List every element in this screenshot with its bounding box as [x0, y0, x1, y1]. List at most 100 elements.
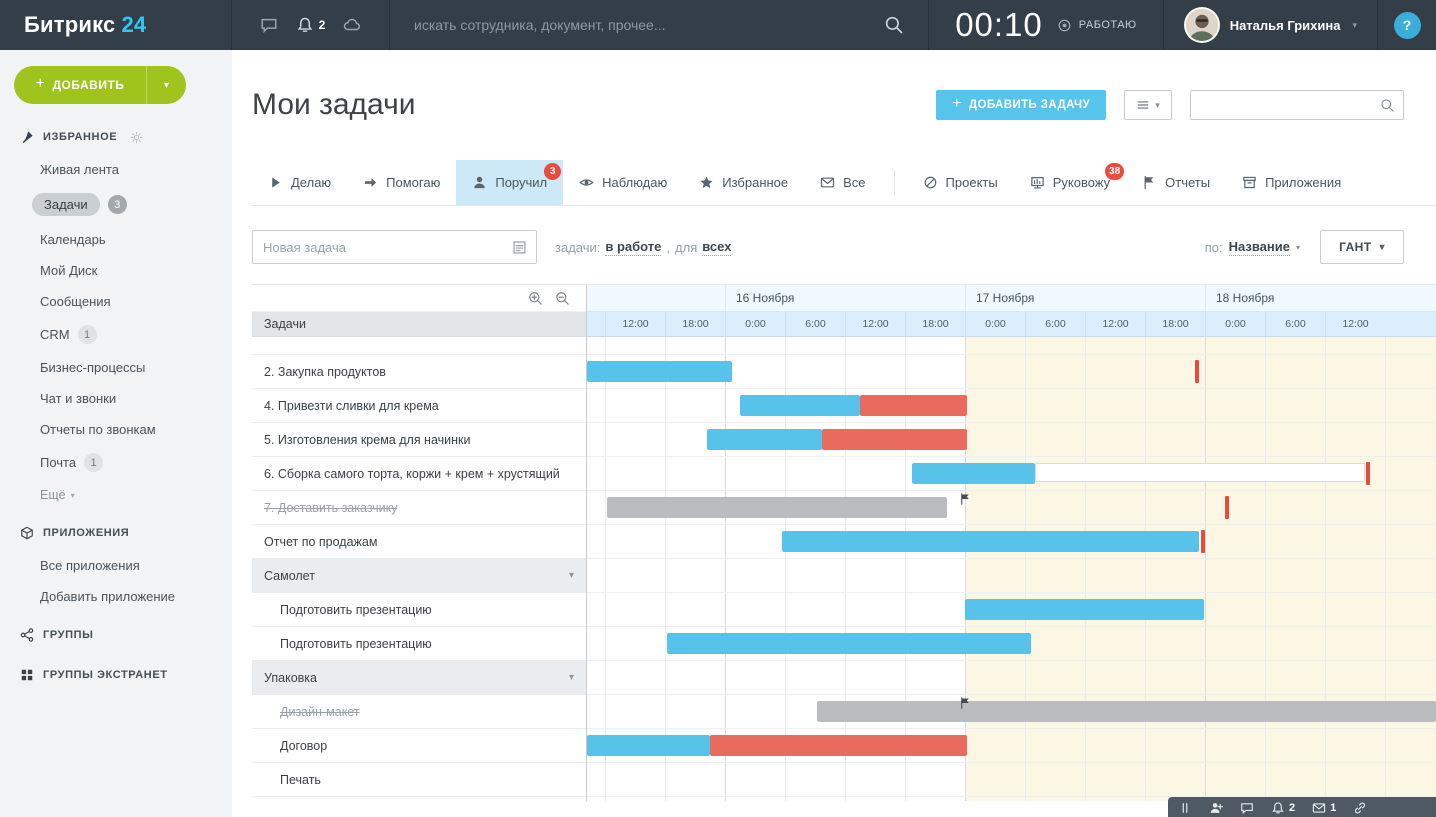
search-icon[interactable] [884, 15, 904, 35]
logo[interactable]: Битрикс 24 [0, 0, 232, 50]
task-row[interactable]: Подготовить презентацию [252, 627, 586, 661]
gantt-row [587, 355, 1436, 389]
task-row[interactable]: Отчет по продажам [252, 525, 586, 559]
tab[interactable]: Проекты [907, 160, 1014, 205]
page-search-input[interactable] [1191, 91, 1403, 119]
dock-bell-button[interactable]: 2 [1271, 801, 1295, 815]
tab[interactable]: Отчеты [1126, 160, 1226, 205]
tab[interactable]: Руковожу 38 [1014, 160, 1126, 205]
dock-link-button[interactable] [1353, 801, 1367, 815]
time-tracker[interactable]: 00:10 РАБОТАЮ [929, 0, 1164, 50]
task-row[interactable]: Договор [252, 729, 586, 763]
new-task-input[interactable] [253, 231, 536, 263]
task-row[interactable]: 7. Доставить заказчику [252, 491, 586, 525]
sidebar-item-label: Почта [40, 455, 77, 470]
sidebar-section-header[interactable]: ИЗБРАННОЕ [0, 114, 232, 154]
sidebar-item[interactable]: Календарь [0, 224, 232, 255]
task-row[interactable]: 2. Закупка продуктов [252, 355, 586, 389]
search-icon[interactable] [1380, 98, 1395, 113]
status-filter-link[interactable]: в работе [605, 238, 662, 256]
gantt-bar-blue[interactable] [667, 633, 1031, 654]
gantt-bar-red[interactable] [822, 429, 967, 450]
dock-mail-button[interactable]: 1 [1312, 801, 1336, 815]
task-row[interactable]: Печать [252, 763, 586, 797]
cloud-icon[interactable] [343, 16, 361, 34]
view-mode-button[interactable]: ГАНТ ▾ [1320, 230, 1404, 264]
dock-person-plus-button[interactable] [1209, 801, 1223, 815]
sort-field-link[interactable]: Название [1228, 238, 1290, 256]
tab[interactable]: Все [804, 160, 881, 205]
sidebar-item-label: Бизнес-процессы [40, 360, 146, 375]
sidebar-item[interactable]: Задачи 3 [0, 185, 232, 224]
sidebar-item[interactable]: Почта 1 [0, 445, 232, 480]
gantt-bar-blue[interactable] [782, 531, 1199, 552]
gantt-bar-red[interactable] [710, 735, 967, 756]
gantt-bar-blue[interactable] [587, 735, 710, 756]
gantt-bar-blue[interactable] [912, 463, 1035, 484]
zoom-in-icon[interactable] [528, 291, 543, 306]
notifications-button[interactable]: 2 [296, 16, 325, 34]
sidebar-item[interactable]: Мой Диск [0, 255, 232, 286]
sidebar-section-header[interactable]: ГРУППЫ ЭКСТРАНЕТ [0, 652, 232, 692]
add-task-button[interactable]: + ДОБАВИТЬ ЗАДАЧУ [936, 90, 1106, 120]
task-row[interactable]: 6. Сборка самого торта, коржи + крем + х… [252, 457, 586, 491]
tab[interactable]: Приложения [1226, 160, 1357, 205]
sidebar-item[interactable]: CRM 1 [0, 317, 232, 352]
sidebar-item[interactable]: Ещё ▾ [0, 480, 232, 510]
deadline-marker [1195, 360, 1199, 383]
gantt-bar-blue[interactable] [587, 361, 732, 382]
tab[interactable]: Избранное [683, 160, 804, 205]
grid-line [665, 337, 666, 801]
task-list: 2. Закупка продуктов 4. Привезти сливки д… [252, 337, 586, 797]
dock-handle-button[interactable] [1178, 801, 1192, 815]
tab[interactable]: Делаю [252, 160, 347, 205]
global-search-input[interactable] [414, 17, 885, 33]
sidebar-item[interactable]: Добавить приложение [0, 581, 232, 612]
gantt-bar-gray[interactable] [607, 497, 947, 518]
task-row[interactable]: Дизайн-макет [252, 695, 586, 729]
profile-menu[interactable]: Наталья Грихина ▾ [1164, 0, 1378, 50]
grid-line [725, 337, 726, 801]
tab[interactable]: Поручил 3 [456, 160, 564, 205]
list-settings-button[interactable]: ▾ [1124, 90, 1172, 120]
chevron-down-icon[interactable]: ▾ [568, 672, 574, 683]
task-row[interactable]: Подготовить презентацию [252, 593, 586, 627]
form-icon[interactable] [512, 240, 527, 255]
dock-chat-button[interactable] [1240, 801, 1254, 815]
add-button[interactable]: + ДОБАВИТЬ ▾ [14, 66, 186, 104]
sidebar-item[interactable]: Все приложения [0, 550, 232, 581]
gantt-bar-gray[interactable] [817, 701, 1436, 722]
gantt-bar-outline[interactable] [1035, 463, 1365, 482]
add-button-main[interactable]: + ДОБАВИТЬ [14, 66, 146, 104]
sidebar-item[interactable]: Сообщения [0, 286, 232, 317]
sidebar-item-label: Живая лента [40, 162, 119, 177]
gear-icon[interactable] [130, 131, 143, 144]
chevron-down-icon[interactable]: ▾ [146, 66, 186, 104]
gantt-bar-red[interactable] [860, 395, 967, 416]
gantt-bar-blue[interactable] [965, 599, 1204, 620]
grid-line [1025, 337, 1026, 801]
sidebar-section-header[interactable]: ГРУППЫ [0, 612, 232, 652]
gantt-row [587, 593, 1436, 627]
sidebar-item[interactable]: Отчеты по звонкам [0, 414, 232, 445]
task-group-row[interactable]: Упаковка ▾ [252, 661, 586, 695]
task-group-row[interactable]: Самолет ▾ [252, 559, 586, 593]
sidebar-section-header[interactable]: ПРИЛОЖЕНИЯ [0, 510, 232, 550]
gantt-bar-blue[interactable] [707, 429, 822, 450]
chat-icon[interactable] [260, 16, 278, 34]
sidebar-item[interactable]: Бизнес-процессы [0, 352, 232, 383]
task-row[interactable]: 4. Привезти сливки для крема [252, 389, 586, 423]
gantt-bar-blue[interactable] [740, 395, 860, 416]
help-button[interactable]: ? [1393, 11, 1421, 39]
task-title: Печать [280, 772, 321, 787]
scope-filter-link[interactable]: всех [702, 238, 732, 256]
chevron-down-icon[interactable]: ▾ [568, 570, 574, 581]
zoom-controls [252, 285, 586, 312]
zoom-out-icon[interactable] [555, 291, 570, 306]
sidebar-item[interactable]: Чат и звонки [0, 383, 232, 414]
tab[interactable]: Наблюдаю [563, 160, 683, 205]
sidebar-item[interactable]: Живая лента [0, 154, 232, 185]
task-row[interactable]: 5. Изготовления крема для начинки [252, 423, 586, 457]
tab[interactable]: Помогаю [347, 160, 456, 205]
